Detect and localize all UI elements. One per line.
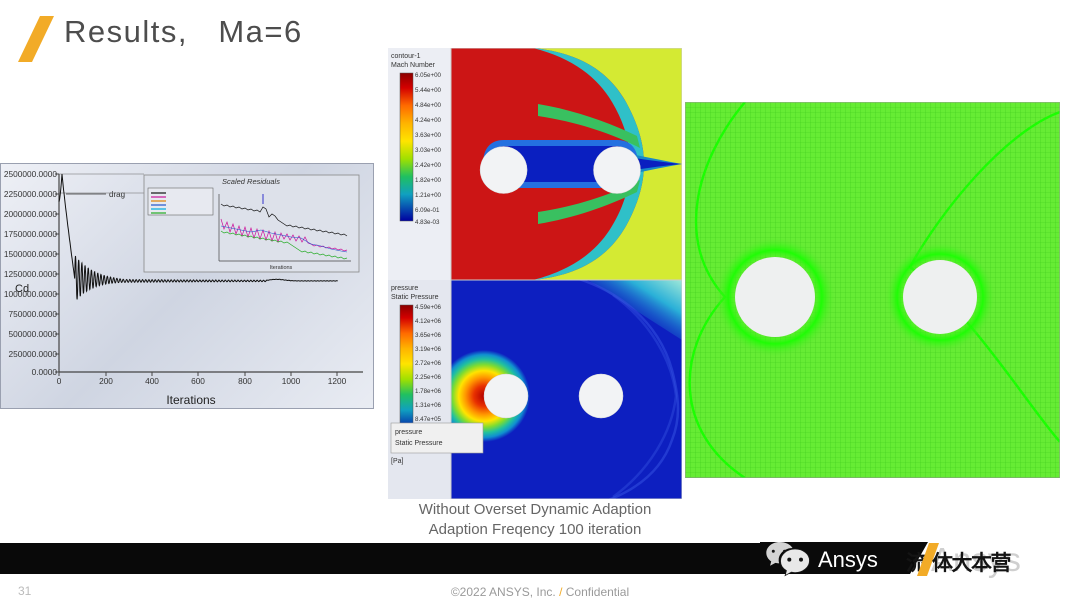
svg-text:3.65e+06: 3.65e+06 [415,332,442,339]
svg-text:Ansys: Ansys [818,547,878,572]
svg-text:0: 0 [57,376,62,386]
svg-text:pressure: pressure [395,429,422,436]
svg-text:1500000.0000: 1500000.0000 [4,249,57,259]
svg-text:Static Pressure: Static Pressure [391,294,439,301]
svg-text:Cd: Cd [15,283,29,295]
svg-text:contour-1: contour-1 [391,53,421,60]
svg-text:2.72e+06: 2.72e+06 [415,360,442,367]
svg-text:750000.0000: 750000.0000 [9,309,58,319]
svg-text:4.59e+06: 4.59e+06 [415,304,442,311]
svg-text:[Pa]: [Pa] [391,458,404,465]
svg-text:1250000.0000: 1250000.0000 [4,269,57,279]
svg-text:0.0000: 0.0000 [32,367,58,377]
svg-text:2250000.0000: 2250000.0000 [4,189,57,199]
svg-text:6.05e+00: 6.05e+00 [415,72,442,79]
svg-text:4.12e+06: 4.12e+06 [415,318,442,325]
svg-text:4.84e+00: 4.84e+00 [415,102,442,109]
svg-text:2.42e+00: 2.42e+00 [415,162,442,169]
svg-text:3.03e+00: 3.03e+00 [415,147,442,154]
svg-text:4.83e-03: 4.83e-03 [415,219,440,226]
svg-text:pressure: pressure [391,285,418,292]
svg-text:1.21e+00: 1.21e+00 [415,192,442,199]
svg-text:1.82e+00: 1.82e+00 [415,177,442,184]
svg-text:3.19e+06: 3.19e+06 [415,346,442,353]
svg-text:500000.0000: 500000.0000 [9,329,58,339]
svg-text:800: 800 [238,376,252,386]
svg-text:3.63e+00: 3.63e+00 [415,132,442,139]
svg-text:1750000.0000: 1750000.0000 [4,229,57,239]
svg-text:600: 600 [191,376,205,386]
svg-text:6.09e-01: 6.09e-01 [415,207,440,214]
svg-text:2000000.0000: 2000000.0000 [4,209,57,219]
svg-text:1000000.0000: 1000000.0000 [4,289,57,299]
svg-text:体大本营: 体大本营 [932,551,1011,575]
svg-text:400: 400 [145,376,159,386]
svg-text:Scaled Residuals: Scaled Residuals [222,177,280,186]
svg-text:2500000.0000: 2500000.0000 [4,169,57,179]
svg-text:drag: drag [109,190,125,199]
svg-text:5.44e+00: 5.44e+00 [415,87,442,94]
svg-text:1200: 1200 [328,376,347,386]
svg-text:Static Pressure: Static Pressure [395,440,443,447]
svg-text:250000.0000: 250000.0000 [9,349,58,359]
svg-text:4.24e+00: 4.24e+00 [415,117,442,124]
svg-text:1.78e+06: 1.78e+06 [415,388,442,395]
svg-text:2.25e+06: 2.25e+06 [415,374,442,381]
svg-text:1.31e+06: 1.31e+06 [415,402,442,409]
svg-text:1000: 1000 [282,376,301,386]
svg-text:8.47e+05: 8.47e+05 [415,416,442,423]
svg-text:Iterations: Iterations [270,265,293,271]
svg-text:Mach Number: Mach Number [391,62,436,69]
svg-text:Iterations: Iterations [166,393,215,407]
svg-text:200: 200 [99,376,113,386]
